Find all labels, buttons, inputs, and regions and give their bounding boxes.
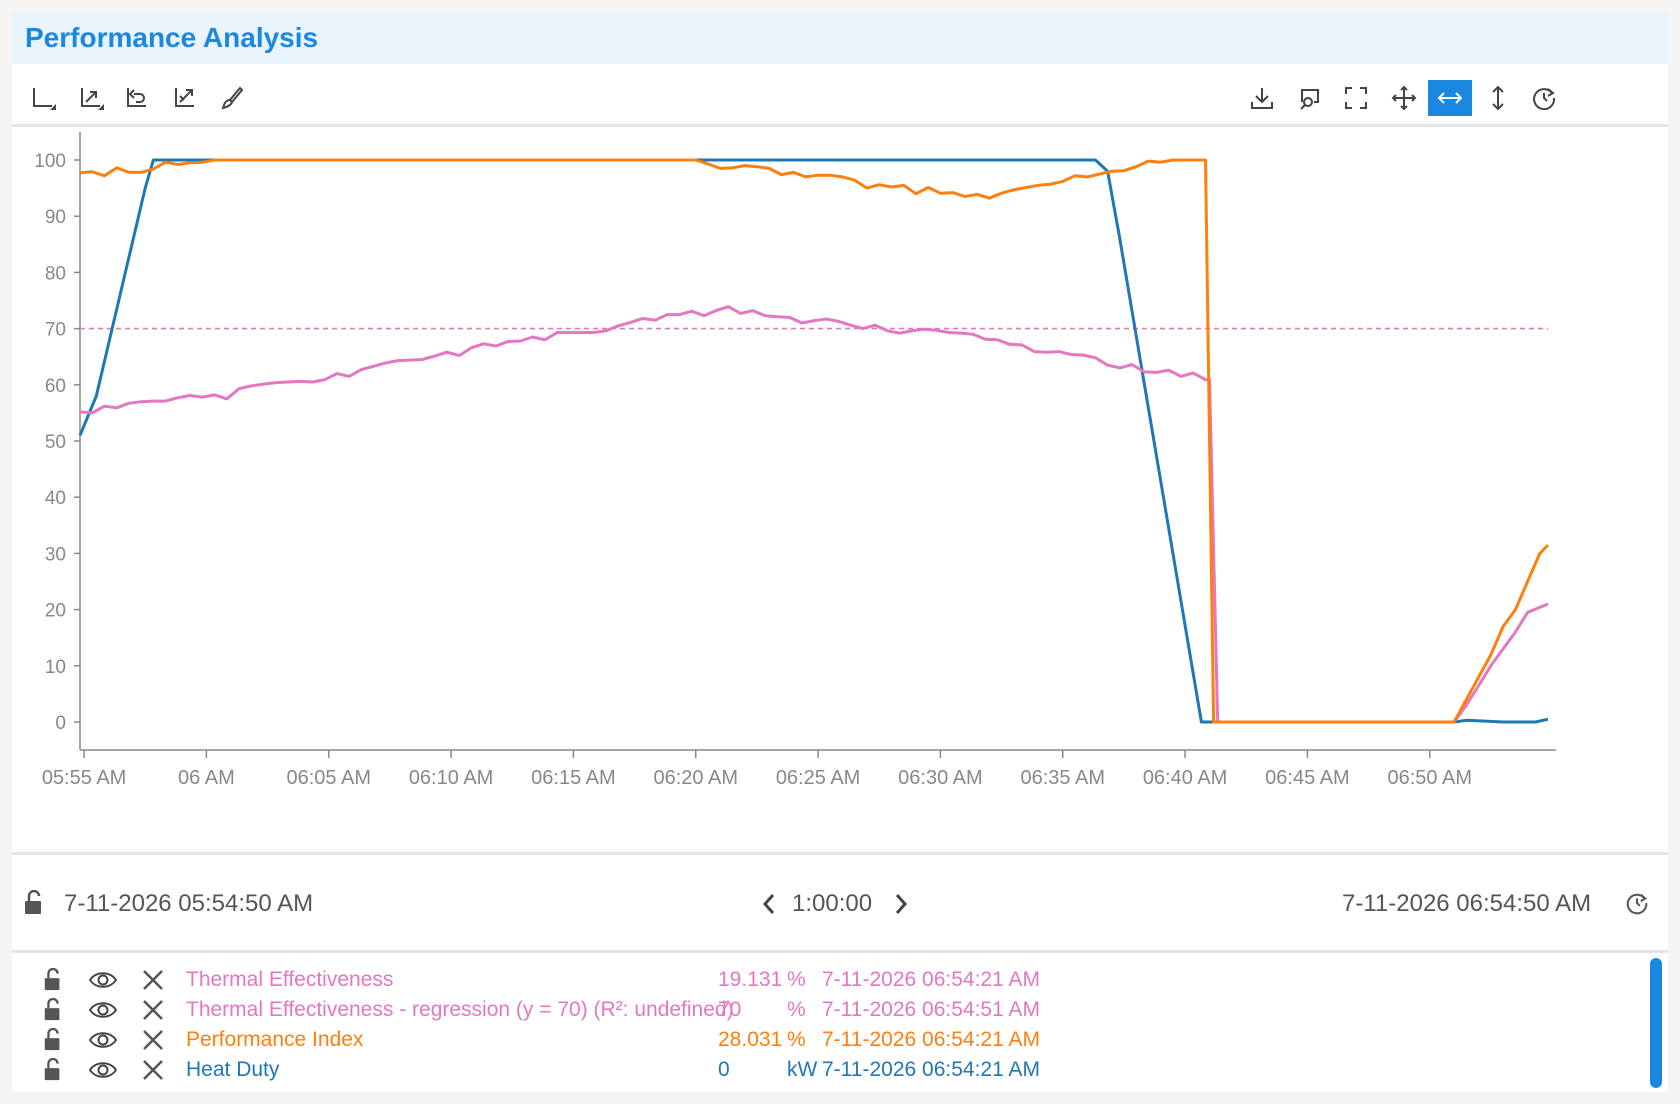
legend-timestamp: 7-11-2026 06:54:21 AM [822,968,1040,991]
legend-timestamp: 7-11-2026 06:54:51 AM [822,998,1040,1021]
series-line [79,158,1550,724]
brush-icon[interactable] [210,80,254,116]
close-icon[interactable] [138,966,168,994]
legend-timestamp: 7-11-2026 06:54:21 AM [822,1028,1040,1051]
y-tick-label: 90 [45,207,66,228]
x-tick-label: 06:10 AM [409,767,494,789]
y-tick-label: 40 [45,488,66,509]
x-tick-label: 06:15 AM [531,767,616,789]
legend-value: 19.131 [718,968,783,991]
x-tick-label: 06:40 AM [1143,767,1228,789]
x-tick-label: 06:05 AM [286,767,371,789]
x-tick-label: 05:55 AM [42,767,127,789]
zoom-search-icon[interactable] [1288,80,1332,116]
download-icon[interactable] [1240,80,1284,116]
legend-value: 0 [718,1058,730,1081]
clock-refresh-icon[interactable] [1624,890,1650,921]
series-line [79,305,1549,724]
vertical-zoom-icon[interactable] [1476,80,1520,116]
unlock-icon[interactable] [38,1056,68,1084]
legend-series-name: Heat Duty [186,1058,280,1081]
legend-series-name: Thermal Effectiveness - regression (y = … [186,998,734,1021]
panel-header: Performance Analysis [12,12,1668,64]
trend-icon[interactable] [164,80,208,116]
legend-row[interactable]: Thermal Effectiveness - regression (y = … [12,994,1652,1026]
range-end[interactable]: 7-11-2026 06:54:50 AM [1342,890,1592,917]
legend-unit: % [787,968,806,991]
chart-toolbar [12,76,1668,124]
eye-icon[interactable] [88,996,118,1024]
axis-icon[interactable] [22,80,66,116]
legend-row[interactable]: Heat Duty 0 kW 7-11-2026 06:54:21 AM [12,1054,1652,1086]
unlock-icon[interactable] [38,966,68,994]
eye-icon[interactable] [88,966,118,994]
x-tick-label: 06:50 AM [1387,767,1472,789]
x-tick-label: 06:35 AM [1020,767,1105,789]
range-duration[interactable]: 1:00:00 [792,890,873,917]
undo-zoom-icon[interactable] [116,80,160,116]
x-tick-label: 06:30 AM [898,767,983,789]
y-tick-label: 30 [45,544,66,565]
legend-value: 28.031 [718,1028,783,1051]
pan-icon[interactable] [1382,80,1426,116]
y-tick-label: 70 [45,320,66,341]
toolbar-divider [12,124,1668,127]
legend-divider [12,950,1668,953]
unlock-icon[interactable] [22,889,46,921]
zoom-extent-icon[interactable] [70,80,114,116]
performance-panel: Performance Analysis [12,12,1668,1092]
series-line [78,158,1549,724]
y-tick-label: 100 [34,151,66,172]
close-icon[interactable] [138,996,168,1024]
chart-area[interactable]: 100 90 80 70 60 50 40 30 20 10 0 05:55 AM 06 AM 06:05… [12,130,1668,850]
legend-unit: % [787,998,806,1021]
legend-unit: kW [787,1058,818,1081]
fullscreen-icon[interactable] [1334,80,1378,116]
y-tick-label: 20 [45,601,66,622]
legend-value: 70 [718,998,742,1021]
chevron-right-icon[interactable] [892,892,910,921]
refresh-icon[interactable] [1522,80,1566,116]
range-start[interactable]: 7-11-2026 05:54:50 AM [64,890,314,917]
chart-divider [12,852,1668,855]
horizontal-zoom-icon[interactable] [1428,80,1472,116]
y-tick-label: 60 [45,376,66,397]
x-tick-label: 06:20 AM [653,767,738,789]
y-tick-label: 80 [45,263,66,284]
y-tick-label: 10 [45,657,66,678]
unlock-icon[interactable] [38,996,68,1024]
legend-list: Thermal Effectiveness 19.131 % 7-11-2026… [12,958,1668,1092]
y-tick-label: 0 [55,713,66,734]
legend-series-name: Performance Index [186,1028,364,1051]
unlock-icon[interactable] [38,1026,68,1054]
x-tick-label: 06 AM [178,767,235,789]
close-icon[interactable] [138,1056,168,1084]
chevron-left-icon[interactable] [760,892,778,921]
time-range-bar: 7-11-2026 05:54:50 AM 1:00:00 7-11-2026 … [12,860,1668,950]
panel-title: Performance Analysis [25,22,319,53]
y-tick-label: 50 [45,432,66,453]
legend-timestamp: 7-11-2026 06:54:21 AM [822,1058,1040,1081]
x-tick-label: 06:45 AM [1265,767,1350,789]
eye-icon[interactable] [88,1056,118,1084]
legend-row[interactable]: Thermal Effectiveness 19.131 % 7-11-2026… [12,964,1652,996]
close-icon[interactable] [138,1026,168,1054]
legend-series-name: Thermal Effectiveness [186,968,394,991]
legend-scrollbar[interactable] [1650,958,1662,1088]
legend-unit: % [787,1028,806,1051]
x-tick-label: 06:25 AM [776,767,861,789]
legend-row[interactable]: Performance Index 28.031 % 7-11-2026 06:… [12,1024,1652,1056]
eye-icon[interactable] [88,1026,118,1054]
